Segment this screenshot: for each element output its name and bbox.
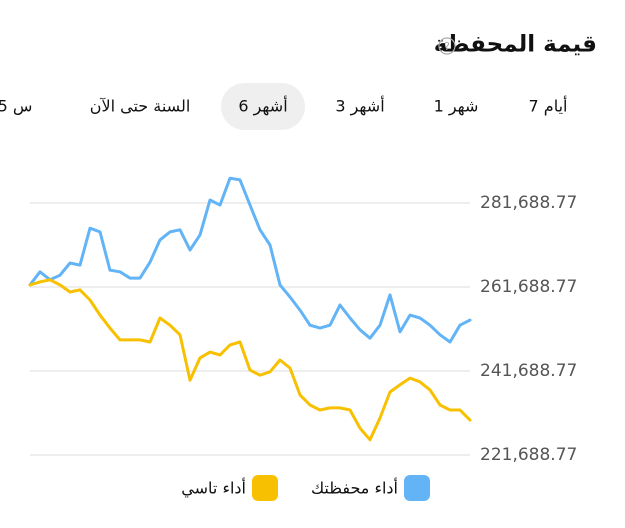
legend: أداء محفظتك أداء تاسي [181, 475, 430, 501]
tab[interactable]: 3 أشهر [335, 96, 384, 117]
legend-label: أداء محفظتك [311, 478, 398, 498]
help-icon[interactable]: ? [438, 37, 456, 55]
page-title: قيمة المحفظة [434, 32, 597, 58]
svg-text:?: ? [444, 40, 450, 53]
y-tick-label: 221,688.77 [480, 445, 577, 465]
tab[interactable]: 1 شهر [434, 97, 479, 117]
y-tick-label: 241,688.77 [480, 361, 577, 381]
tab[interactable]: 6 أشهر [238, 96, 287, 117]
legend-label: أداء تاسي [181, 478, 246, 499]
legend-swatch [252, 475, 278, 501]
tab[interactable]: 5 س [0, 97, 32, 116]
tab[interactable]: 7 أيام [529, 96, 568, 116]
y-tick-label: 261,688.77 [480, 277, 577, 297]
series-line [28, 176, 472, 344]
tabs: 7 أيام 1 شهر 3 أشهر 6 أشهر السنة حتى الآن 5 س [0, 83, 567, 130]
y-tick-label: 281,688.77 [480, 193, 577, 213]
series-line [28, 278, 472, 442]
tab-selected-bg [221, 83, 305, 130]
legend-swatch [404, 475, 430, 501]
tab[interactable]: السنة حتى الآن [90, 97, 191, 116]
plot: 221,688.77 241,688.77 261,688.77 281,688.77 [28, 176, 577, 465]
